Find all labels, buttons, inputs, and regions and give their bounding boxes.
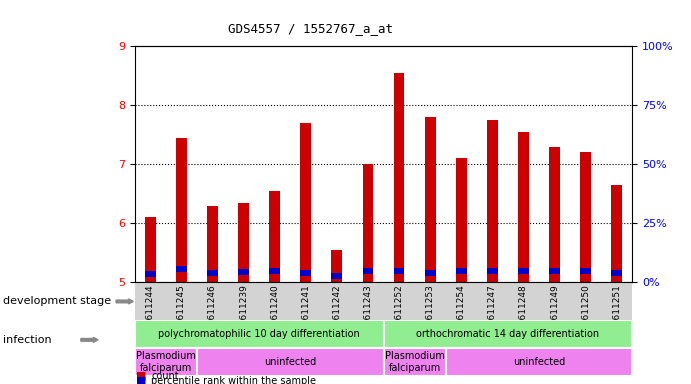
Bar xyxy=(384,348,446,376)
Bar xyxy=(363,164,373,283)
Text: GSM611240: GSM611240 xyxy=(270,284,279,339)
Text: GSM611251: GSM611251 xyxy=(612,284,621,339)
Text: Plasmodium
falciparum: Plasmodium falciparum xyxy=(136,351,196,373)
Bar xyxy=(145,271,155,277)
Text: GSM611250: GSM611250 xyxy=(581,284,590,339)
Bar xyxy=(176,138,187,283)
Bar xyxy=(394,73,404,283)
Bar xyxy=(238,269,249,275)
Bar xyxy=(269,191,280,283)
Text: GSM611249: GSM611249 xyxy=(550,284,559,339)
Bar xyxy=(580,152,591,283)
Bar xyxy=(580,268,591,274)
Text: percentile rank within the sample: percentile rank within the sample xyxy=(151,376,316,384)
Bar xyxy=(518,132,529,283)
Text: GSM611245: GSM611245 xyxy=(177,284,186,339)
Bar xyxy=(238,203,249,283)
Text: GSM611254: GSM611254 xyxy=(457,284,466,339)
Text: GSM611244: GSM611244 xyxy=(146,284,155,339)
Bar xyxy=(207,205,218,283)
Bar xyxy=(176,266,187,272)
Bar xyxy=(446,348,632,376)
Bar xyxy=(332,250,342,283)
Text: GDS4557 / 1552767_a_at: GDS4557 / 1552767_a_at xyxy=(229,22,393,35)
Bar xyxy=(363,268,373,274)
Text: GSM611248: GSM611248 xyxy=(519,284,528,339)
Text: development stage: development stage xyxy=(3,296,111,306)
Text: uninfected: uninfected xyxy=(513,357,565,367)
Text: uninfected: uninfected xyxy=(264,357,316,367)
Text: GSM611242: GSM611242 xyxy=(332,284,341,339)
Bar xyxy=(612,270,622,276)
Bar xyxy=(549,147,560,283)
Text: orthochromatic 14 day differentiation: orthochromatic 14 day differentiation xyxy=(416,329,600,339)
Text: ■: ■ xyxy=(136,376,146,384)
Text: polychromatophilic 10 day differentiation: polychromatophilic 10 day differentiatio… xyxy=(158,329,360,339)
Bar xyxy=(135,348,197,376)
Bar xyxy=(487,120,498,283)
Bar xyxy=(549,268,560,274)
Bar xyxy=(384,319,632,348)
Text: GSM611247: GSM611247 xyxy=(488,284,497,339)
Text: GSM611253: GSM611253 xyxy=(426,284,435,339)
Text: GSM611243: GSM611243 xyxy=(363,284,372,339)
Bar xyxy=(456,158,466,283)
Text: ■: ■ xyxy=(136,371,146,381)
Text: GSM611252: GSM611252 xyxy=(395,284,404,339)
Text: GSM611239: GSM611239 xyxy=(239,284,248,339)
Text: Plasmodium
falciparum: Plasmodium falciparum xyxy=(385,351,444,373)
Text: GSM611241: GSM611241 xyxy=(301,284,310,339)
Bar xyxy=(425,117,435,283)
Text: GSM611246: GSM611246 xyxy=(208,284,217,339)
Bar xyxy=(612,185,622,283)
Bar xyxy=(301,123,311,283)
Bar xyxy=(425,270,435,276)
Bar xyxy=(518,268,529,274)
Bar xyxy=(301,270,311,276)
Text: infection: infection xyxy=(3,335,52,345)
Bar xyxy=(145,217,155,283)
Bar xyxy=(269,268,280,274)
Bar xyxy=(197,348,384,376)
Bar xyxy=(456,268,466,274)
Bar xyxy=(332,273,342,279)
Bar xyxy=(487,268,498,274)
Bar xyxy=(135,319,384,348)
Text: count: count xyxy=(151,371,179,381)
Bar xyxy=(207,270,218,276)
Bar xyxy=(394,268,404,273)
